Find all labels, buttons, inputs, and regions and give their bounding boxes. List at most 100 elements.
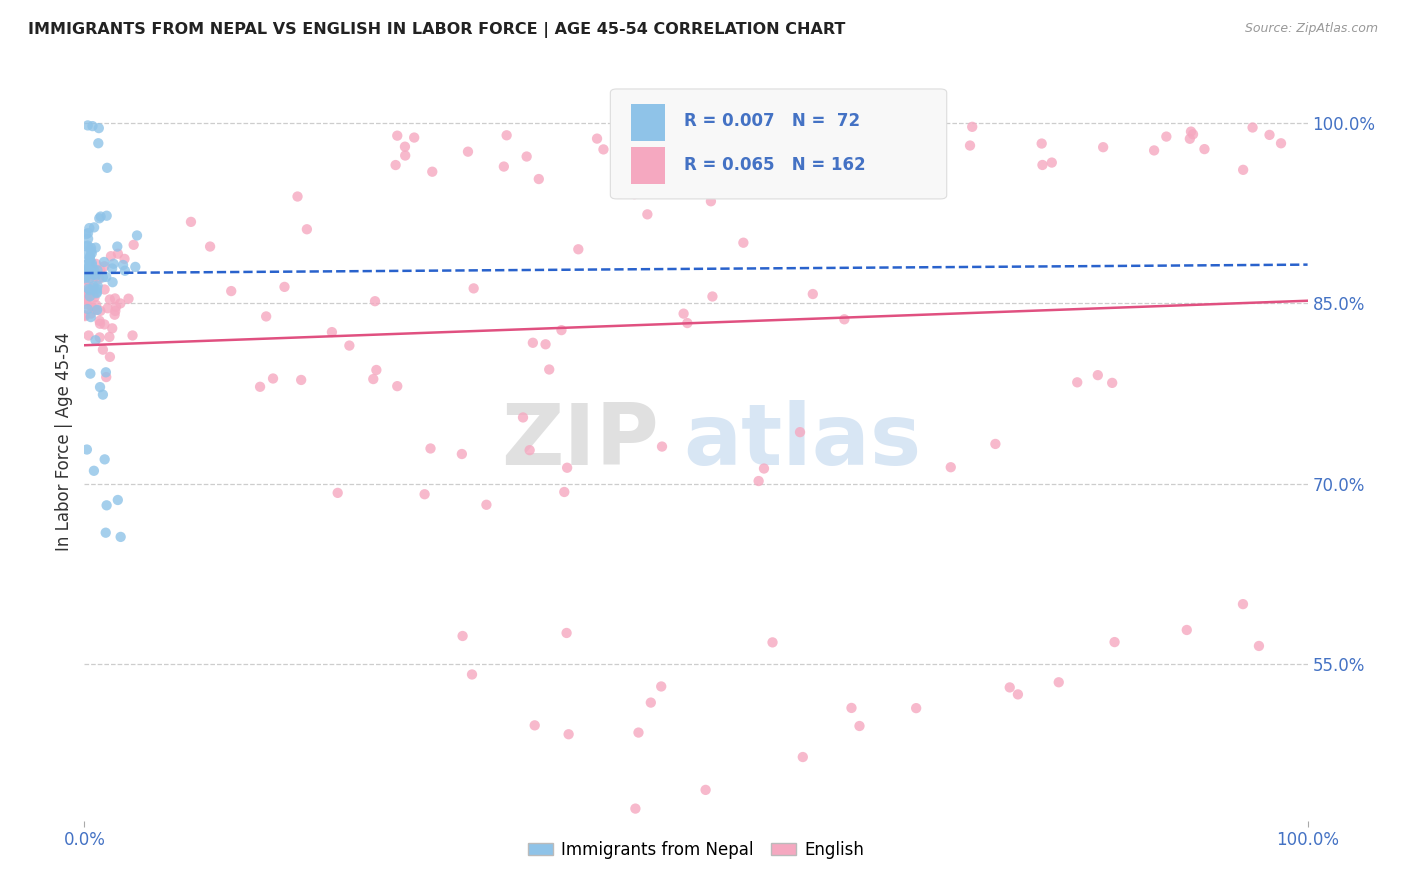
Point	[117, 292, 139, 306]
Point	[801, 287, 824, 301]
Point	[640, 696, 662, 710]
Point	[80, 307, 103, 321]
Point	[73, 308, 96, 322]
Point	[655, 106, 678, 120]
Point	[89, 380, 111, 394]
Point	[76, 238, 98, 252]
Point	[295, 222, 318, 236]
Point	[1180, 125, 1202, 139]
Point	[84, 257, 107, 271]
Point	[76, 286, 98, 301]
Point	[91, 270, 114, 285]
Point	[326, 486, 349, 500]
Point	[522, 335, 544, 350]
Point	[89, 263, 111, 277]
Point	[273, 280, 295, 294]
Point	[73, 290, 96, 304]
Point	[672, 307, 695, 321]
Point	[76, 285, 98, 299]
Point	[79, 251, 101, 265]
Point	[93, 318, 115, 332]
Point	[650, 680, 672, 694]
Point	[94, 365, 117, 379]
Point	[413, 487, 436, 501]
Point	[519, 443, 541, 458]
Point	[1241, 120, 1264, 135]
Point	[76, 293, 98, 308]
Point	[512, 410, 534, 425]
Point	[122, 237, 145, 252]
Point	[550, 323, 572, 337]
Point	[79, 254, 101, 268]
Point	[83, 290, 105, 304]
Point	[76, 301, 98, 316]
Point	[592, 142, 614, 156]
Point	[75, 289, 97, 303]
Point	[107, 246, 129, 260]
Point	[76, 119, 98, 133]
Point	[84, 241, 107, 255]
Point	[83, 281, 105, 295]
Point	[905, 701, 928, 715]
Point	[1040, 155, 1063, 169]
Point	[90, 210, 112, 224]
Point	[959, 138, 981, 153]
Point	[76, 278, 98, 293]
Point	[75, 239, 97, 253]
Point	[516, 149, 538, 163]
Point	[107, 493, 129, 508]
Point	[492, 160, 515, 174]
Point	[651, 440, 673, 454]
Point	[180, 215, 202, 229]
Point	[366, 363, 388, 377]
Point	[93, 452, 115, 467]
Point	[1178, 132, 1201, 146]
Point	[792, 750, 814, 764]
Text: R = 0.065   N = 162: R = 0.065 N = 162	[683, 156, 865, 174]
Point	[387, 128, 409, 143]
Point	[1066, 376, 1088, 390]
Point	[676, 316, 699, 330]
Point	[262, 371, 284, 385]
Point	[927, 137, 949, 152]
Point	[83, 268, 105, 282]
Point	[114, 264, 136, 278]
Point	[98, 330, 121, 344]
Point	[94, 525, 117, 540]
Point	[984, 437, 1007, 451]
Point	[841, 701, 863, 715]
Point	[586, 131, 609, 145]
Point	[534, 337, 557, 351]
Point	[91, 343, 114, 357]
Point	[609, 186, 631, 201]
Point	[419, 442, 441, 456]
Point	[463, 281, 485, 295]
Point	[1270, 136, 1292, 151]
Point	[960, 120, 983, 134]
Point	[93, 283, 115, 297]
Point	[457, 145, 479, 159]
Point	[254, 310, 277, 324]
Point	[1258, 128, 1281, 142]
Point	[87, 121, 110, 136]
Point	[80, 310, 103, 324]
Point	[394, 139, 416, 153]
Point	[96, 270, 118, 285]
Point	[76, 297, 98, 311]
Point	[79, 285, 101, 299]
Point	[713, 141, 735, 155]
Point	[82, 259, 104, 273]
Point	[555, 460, 578, 475]
Point	[87, 136, 110, 151]
Point	[86, 278, 108, 293]
Point	[384, 158, 406, 172]
Point	[104, 300, 127, 314]
Point	[82, 287, 104, 301]
Point	[361, 372, 384, 386]
Point	[98, 293, 121, 307]
FancyBboxPatch shape	[631, 147, 665, 184]
Point	[555, 626, 578, 640]
FancyBboxPatch shape	[631, 104, 665, 141]
Point	[86, 282, 108, 296]
Point	[1031, 136, 1053, 151]
